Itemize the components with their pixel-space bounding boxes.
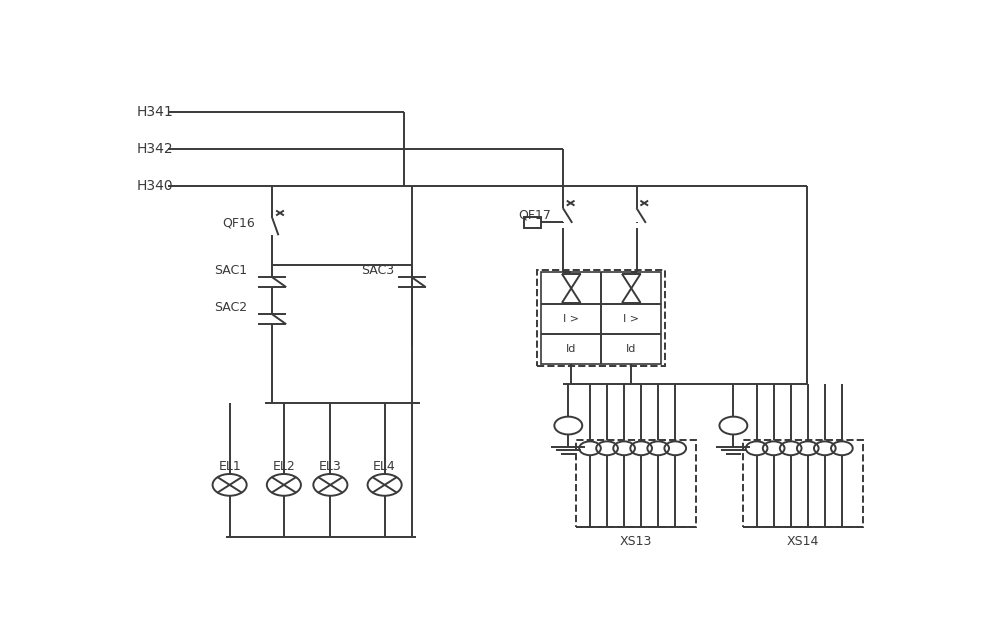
- Text: EL4: EL4: [373, 460, 396, 473]
- Text: QF17: QF17: [518, 209, 551, 222]
- Text: EL3: EL3: [319, 460, 342, 473]
- Text: EL1: EL1: [218, 460, 241, 473]
- Text: Id: Id: [626, 343, 636, 354]
- Text: QF16: QF16: [222, 216, 255, 229]
- Text: EL2: EL2: [272, 460, 295, 473]
- Bar: [743, 440, 863, 527]
- Text: I >: I >: [623, 314, 639, 324]
- Bar: [537, 270, 665, 366]
- Text: SAC1: SAC1: [214, 265, 247, 277]
- Text: H340: H340: [137, 178, 173, 193]
- Text: Id: Id: [566, 343, 576, 354]
- Text: SAC2: SAC2: [214, 301, 247, 315]
- Text: XS14: XS14: [787, 535, 819, 548]
- Bar: [576, 440, 696, 527]
- Text: SAC3: SAC3: [361, 265, 394, 277]
- Text: XS13: XS13: [620, 535, 652, 548]
- Bar: [541, 272, 661, 364]
- Text: H341: H341: [137, 105, 173, 119]
- Text: I >: I >: [563, 314, 579, 324]
- Bar: [524, 217, 541, 228]
- Text: H342: H342: [137, 142, 173, 156]
